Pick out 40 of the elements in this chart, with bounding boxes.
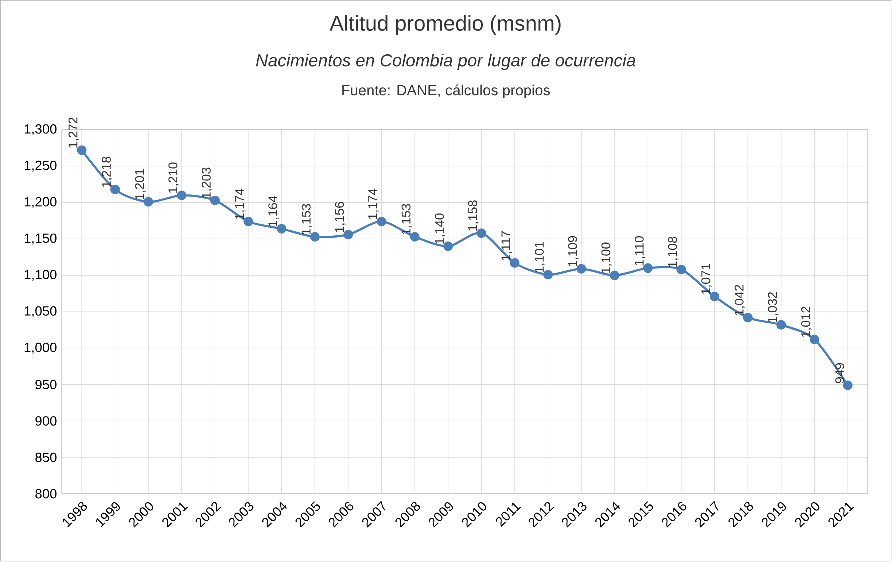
data-label: 1,071 bbox=[702, 264, 712, 294]
data-label: 1,156 bbox=[335, 202, 346, 232]
point bbox=[843, 380, 853, 390]
data-label: 1,272 bbox=[68, 118, 80, 148]
data-label: 1,101 bbox=[535, 242, 546, 272]
data-label: 1,100 bbox=[602, 242, 612, 274]
data-label: 1,108 bbox=[668, 237, 679, 268]
y-tick-label: 1,050 bbox=[24, 306, 57, 318]
y-tick-label: 950 bbox=[36, 380, 57, 390]
data-label: 1,012 bbox=[801, 307, 812, 338]
y-tick-label: 1,200 bbox=[24, 197, 57, 208]
y-tick-label: 1,100 bbox=[24, 270, 57, 282]
data-label: 1,218 bbox=[102, 156, 113, 188]
data-label: 1,203 bbox=[202, 168, 212, 198]
y-tick-label: 800 bbox=[36, 489, 57, 499]
data-label: 1,140 bbox=[435, 214, 446, 244]
data-label: 1,174 bbox=[368, 188, 379, 220]
data-label: 1,110 bbox=[634, 236, 646, 266]
chart-subtitle: Nacimientos en Colombia por lugar de ocurrencia bbox=[256, 54, 636, 70]
data-label: 1,117 bbox=[502, 232, 512, 261]
data-label: 1,042 bbox=[734, 285, 746, 316]
y-tick-label: 1,000 bbox=[24, 342, 57, 354]
y-tick-label: 900 bbox=[36, 416, 57, 426]
y-tick-label: 850 bbox=[36, 452, 57, 462]
data-label: 1,032 bbox=[768, 292, 779, 323]
data-label: 1,210 bbox=[168, 162, 180, 193]
data-label: 1,153 bbox=[402, 204, 412, 234]
y-tick-label: 1,150 bbox=[24, 234, 57, 245]
data-label: 1,164 bbox=[268, 196, 280, 226]
chart-title: Altitud promedio (msnm) bbox=[330, 15, 561, 36]
point bbox=[277, 224, 287, 234]
y-tick-label: 1,250 bbox=[24, 160, 57, 172]
data-label: 1,153 bbox=[302, 204, 312, 234]
data-label: 949 bbox=[836, 363, 845, 384]
data-label: 1,109 bbox=[568, 236, 579, 266]
source-note: Fuente: DANE, cálculos propios bbox=[342, 84, 550, 99]
y-tick-label: 1,300 bbox=[24, 124, 57, 136]
data-label: 1,201 bbox=[135, 169, 146, 200]
data-label: 1,158 bbox=[468, 200, 479, 231]
data-label: 1,174 bbox=[235, 188, 246, 220]
